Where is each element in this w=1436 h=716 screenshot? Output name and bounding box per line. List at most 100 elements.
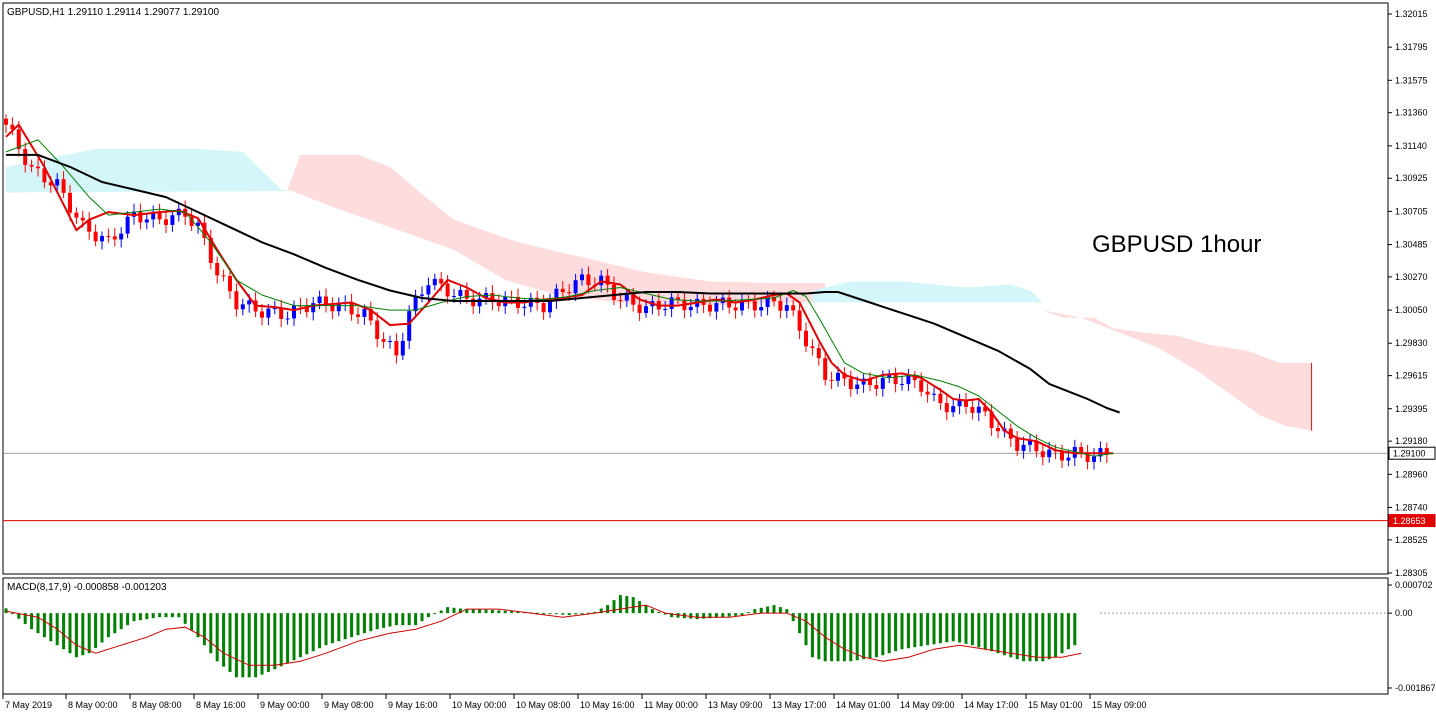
macd-bar [74,613,78,658]
candle [663,300,668,317]
x-tick-label: 8 May 16:00 [196,700,246,710]
macd-bar [247,613,251,678]
macd-bar [228,613,232,672]
x-tick-label: 9 May 08:00 [324,700,374,710]
macd-bar [23,613,27,624]
macd-bar [778,607,782,614]
macd-bar [881,613,885,656]
macd-bar [842,613,846,662]
candle [119,227,124,248]
macd-bar [394,613,398,626]
macd-bar [586,612,590,614]
candle [356,307,360,325]
macd-bar [894,613,898,652]
candle [938,387,943,410]
macd-bar [273,613,277,670]
macd-bar [234,613,238,678]
candle [125,211,130,239]
candle [496,294,501,312]
horizontal-lines [3,452,1388,522]
candle [560,281,565,299]
candle [893,367,898,393]
candle [976,399,981,422]
macd-bar [382,613,386,628]
macd-bar [484,609,488,614]
macd-bar [977,613,981,648]
macd-bar [170,613,174,618]
macd-bar [138,613,142,621]
candle [87,212,92,240]
x-tick-label: 7 May 2019 [5,700,52,710]
x-tick-label: 14 May 09:00 [900,700,955,710]
macd-bar [369,613,373,632]
macd-bar [119,613,123,630]
macd-bar [676,613,680,618]
candle [157,203,162,225]
macd-bar [68,613,72,654]
candle [413,289,418,318]
candle [285,311,290,325]
moving-averages [5,123,1120,457]
macd-bar [478,609,482,614]
x-tick-label: 13 May 17:00 [772,700,827,710]
macd-bar [471,609,475,614]
candle [381,332,386,349]
candle [234,283,239,317]
macd-bar [375,613,379,630]
candle [810,339,815,356]
candle [964,392,968,414]
candle [951,398,956,417]
candle [208,229,213,270]
macd-info: MACD(8,17,9) -0.000858 -0.001203 [7,582,167,593]
y-tick-label: 1.28740 [1395,502,1428,512]
macd-bar [458,608,462,614]
macd-bar [420,613,424,622]
macd-bar [996,613,1000,654]
macd-bar [721,613,725,618]
y-tick-label: 1.30270 [1395,272,1428,282]
candle [580,268,584,286]
candle [221,269,226,282]
candle [688,299,693,318]
macd-bar [126,613,130,626]
macd-bar [554,613,558,615]
macd-bar [874,613,878,658]
macd-bar [510,611,514,614]
macd-bar [113,613,117,634]
macd-bar [810,613,814,658]
candle [68,185,72,221]
y-tick-label: 1.31360 [1395,108,1428,118]
x-tick-label: 8 May 00:00 [68,700,118,710]
candle [548,293,552,318]
candle [631,287,636,312]
candle [138,203,143,230]
macd-bar [836,613,840,662]
macd-bar [292,613,296,661]
macd-bar [791,613,795,622]
candle [375,312,380,348]
candle [1028,434,1032,453]
macd-bar [17,613,21,619]
candle [215,256,220,284]
y-tick-label: 1.30050 [1395,305,1428,315]
macd-bar [708,613,712,619]
candle [797,303,802,340]
macd-bar [49,613,53,642]
macd-bar [10,613,14,615]
macd-bar [983,613,987,650]
candle [228,268,232,299]
macd-bar [593,611,597,614]
macd-bar [849,613,853,662]
macd-bar [964,613,968,644]
candle [292,300,296,326]
macd-bar [145,613,149,620]
y-tick-label: 1.30485 [1395,240,1428,250]
macd-bar [241,613,245,678]
macd-bar [414,613,418,626]
macd-bar [817,613,821,660]
macd-bar [938,613,942,644]
candle [490,285,495,311]
macd-bar [4,608,8,614]
macd-bar [1073,613,1077,646]
